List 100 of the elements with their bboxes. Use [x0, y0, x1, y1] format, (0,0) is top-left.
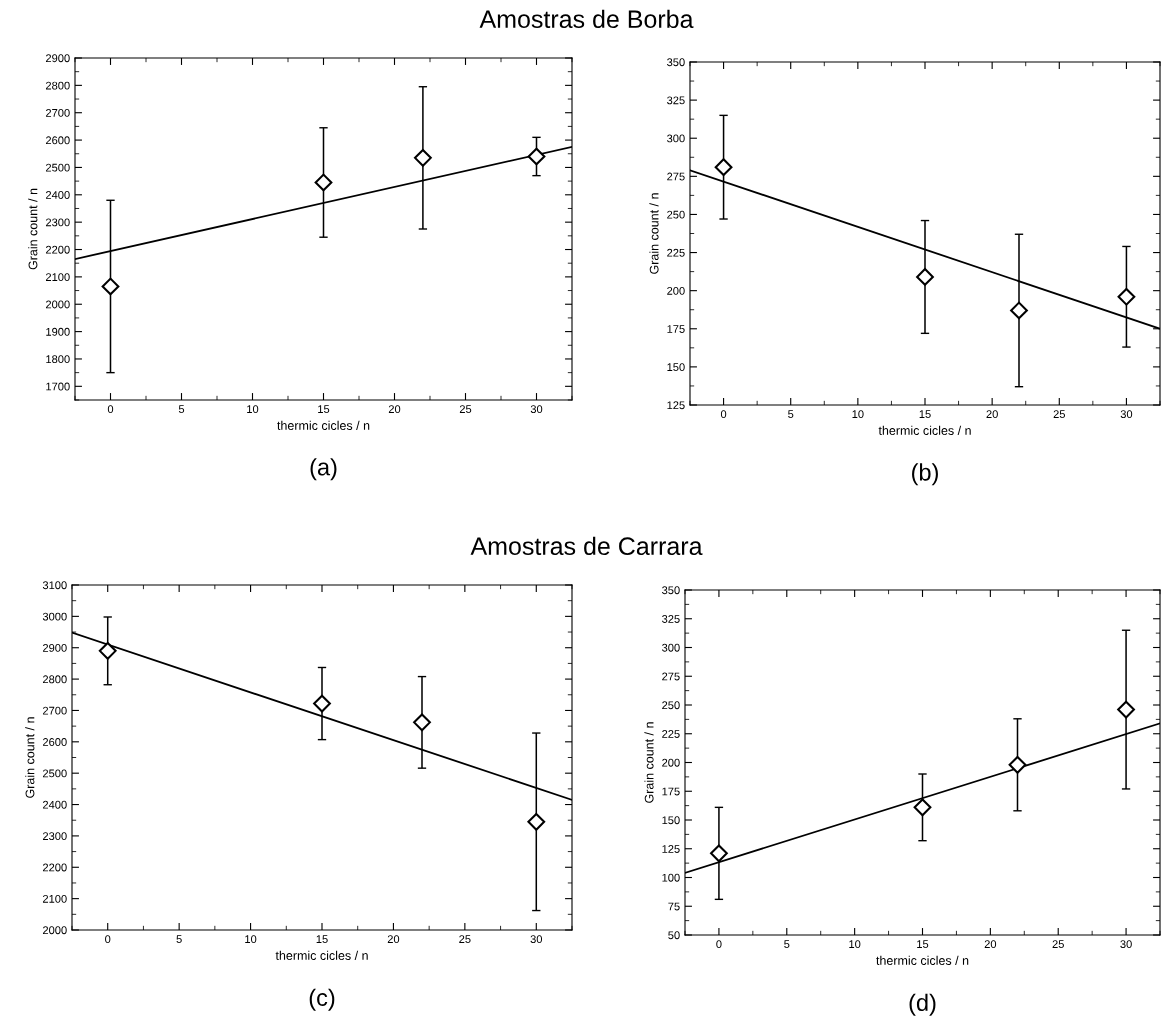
x-tick-label: 10	[852, 410, 864, 419]
x-axis-title: thermic cicles / n	[878, 425, 971, 435]
y-tick-label: 3100	[42, 581, 67, 590]
x-tick-label: 20	[986, 410, 998, 419]
point	[527, 812, 546, 831]
y-tick-label: 200	[662, 758, 680, 767]
y-tick-label: 275	[667, 172, 685, 181]
y-tick-label: 2900	[42, 643, 67, 652]
y-axis-title: Grain count / n	[25, 717, 35, 798]
y-tick-label: 2600	[42, 738, 67, 746]
y-tick-label: 2100	[42, 894, 67, 903]
point	[1117, 700, 1135, 719]
text: (d)	[909, 993, 936, 1016]
y-tick-label: 2000	[45, 300, 70, 309]
point	[714, 158, 733, 177]
chart-title: Amostras de Carrara	[470, 536, 703, 556]
x-tick-label: 30	[530, 405, 543, 414]
y-tick-label: 1800	[46, 355, 70, 364]
x-tick-label: 25	[459, 935, 471, 944]
x-tick-label: 25	[459, 405, 472, 414]
x-axis-title: thermic cicles / n	[277, 420, 370, 430]
text: (b)	[912, 463, 938, 486]
text: (a)	[310, 458, 337, 481]
point	[916, 268, 934, 286]
x-tick-label: 30	[530, 935, 543, 944]
x-tick-label: 25	[1053, 410, 1065, 419]
x-tick-label: 15	[316, 935, 328, 944]
point	[313, 694, 331, 713]
x-tick-label: 10	[247, 405, 259, 414]
x-tick-label: 10	[849, 940, 861, 949]
y-tick-label: 2800	[42, 675, 67, 684]
y-tick-label: 225	[667, 248, 685, 257]
y-tick-label: 2200	[42, 863, 67, 872]
y-tick-label: 1900	[46, 327, 70, 336]
y-axis-title: Grain count / n	[644, 722, 654, 803]
x-tick-label: 15	[318, 405, 330, 414]
y-tick-label: 2000	[42, 926, 67, 935]
x-tick-label: 30	[1120, 410, 1133, 419]
y-tick-label: 250	[662, 701, 680, 710]
y-tick-label: 2600	[45, 136, 70, 145]
x-tick-label: 5	[788, 410, 794, 419]
y-tick-label: 250	[667, 210, 685, 219]
y-tick-label: 2300	[42, 832, 67, 841]
x-tick-label: 15	[917, 940, 929, 949]
y-tick-label: 175	[667, 325, 685, 333]
point	[314, 173, 333, 192]
point	[913, 798, 932, 817]
y-tick-label: 2700	[42, 706, 67, 715]
y-tick-label: 2300	[45, 218, 70, 227]
y-tick-label: 150	[667, 363, 685, 372]
x-tick-label: 5	[176, 935, 182, 944]
y-tick-label: 350	[662, 586, 680, 595]
y-tick-label: 2800	[45, 81, 70, 90]
y-tick-label: 2700	[45, 108, 70, 117]
y-tick-label: 2400	[42, 800, 67, 809]
x-tick-label: 5	[784, 940, 790, 949]
x-tick-label: 10	[245, 935, 257, 944]
chart-title: Amostras de Borba	[479, 9, 694, 29]
y-tick-label: 2400	[45, 191, 70, 199]
x-tick-label: 20	[388, 405, 401, 414]
x-tick-label: 20	[984, 940, 997, 949]
point	[710, 844, 728, 863]
y-tick-label: 2500	[45, 163, 70, 172]
point	[414, 148, 432, 167]
y-tick-label: 350	[667, 58, 685, 67]
y-tick-label: 125	[662, 845, 680, 853]
y-tick-label: 2900	[45, 54, 70, 63]
x-tick-label: 5	[178, 405, 185, 414]
point	[1008, 755, 1027, 774]
x-tick-label: 0	[720, 410, 727, 419]
x-tick-label: 15	[919, 410, 931, 419]
x-tick-label: 25	[1052, 940, 1064, 949]
x-axis-title: thermic cicles / n	[275, 950, 368, 960]
y-tick-label: 50	[668, 931, 680, 940]
y-axis-title: Grain count / n	[28, 188, 38, 270]
y-tick-label: 1700	[46, 382, 70, 391]
y-tick-label: 200	[667, 286, 685, 295]
point	[101, 277, 120, 296]
y-tick-label: 2500	[42, 769, 67, 778]
y-tick-label: 3000	[42, 612, 67, 621]
y-tick-label: 225	[662, 730, 680, 738]
y-tick-label: 300	[662, 643, 680, 652]
point	[98, 641, 117, 660]
y-tick-label: 175	[662, 787, 680, 796]
x-tick-label: 0	[716, 940, 722, 949]
y-tick-label: 75	[668, 902, 680, 911]
text: (c)	[309, 988, 335, 1011]
y-tick-label: 2100	[45, 273, 70, 282]
x-axis-title: thermic cicles / n	[876, 955, 969, 965]
y-tick-label: 125	[667, 401, 685, 410]
y-tick-label: 2200	[45, 245, 70, 254]
point	[1010, 301, 1028, 320]
point	[1117, 287, 1136, 306]
y-axis-title: Grain count / n	[649, 193, 659, 274]
point	[413, 713, 431, 732]
y-tick-label: 325	[667, 96, 685, 105]
x-tick-label: 30	[1120, 940, 1132, 949]
y-tick-label: 100	[662, 873, 680, 882]
x-tick-label: 0	[107, 405, 114, 414]
x-tick-label: 20	[387, 935, 400, 944]
